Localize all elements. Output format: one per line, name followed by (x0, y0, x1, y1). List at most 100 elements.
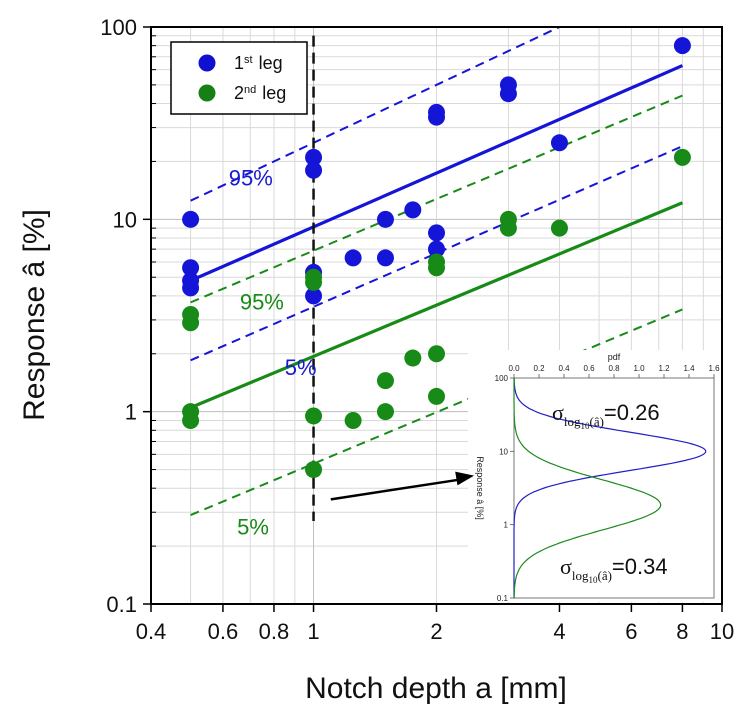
legend-entry-label: 1st leg (234, 53, 283, 73)
data-points (182, 37, 691, 479)
inset-x-tick-label: 1.4 (683, 364, 695, 373)
data-point (182, 259, 200, 277)
x-tick-label: 0.6 (208, 619, 239, 644)
y-tick-label: 100 (100, 15, 137, 40)
data-point (404, 201, 422, 219)
band-label: 5% (237, 514, 269, 539)
x-axis-label: Notch depth a [mm] (305, 672, 567, 705)
band-label: 95% (229, 165, 273, 190)
sigma-value: =0.34 (612, 554, 668, 579)
y-tick-label: 0.1 (106, 592, 137, 617)
legend-superscript: st (244, 54, 253, 66)
sigma-value: =0.26 (604, 400, 660, 425)
legend-box (170, 41, 308, 115)
inset-x-tick-label: 1.6 (708, 364, 720, 373)
data-point (499, 85, 517, 103)
x-tick-label: 8 (676, 619, 688, 644)
data-point (305, 148, 323, 166)
sigma-subscript: log (572, 568, 589, 583)
data-point (305, 161, 323, 179)
inset-x-tick-label: 0.6 (583, 364, 595, 373)
data-point (344, 249, 362, 267)
data-point (550, 134, 568, 152)
inset-x-tick-label: 1.2 (658, 364, 670, 373)
data-point (376, 249, 394, 267)
band-label: 5% (285, 355, 317, 380)
sigma-subscript: log (564, 414, 581, 429)
data-point (673, 37, 691, 55)
sigma-argument: (â) (589, 414, 603, 429)
sigma-argument: (â) (597, 568, 611, 583)
legend-superscript: nd (244, 84, 256, 96)
x-tick-label: 0.8 (259, 619, 290, 644)
upper-95-bound-line (190, 26, 560, 202)
y-tick-label: 1 (125, 400, 137, 425)
arrow-head (455, 471, 475, 486)
inset-y-tick-label: 0.1 (497, 594, 509, 603)
inset-x-tick-label: 0.4 (558, 364, 570, 373)
median-fit-line (189, 201, 684, 410)
arrow-shaft (330, 478, 461, 501)
inset-y-tick-label: 1 (504, 521, 509, 530)
data-point (404, 349, 422, 367)
data-point (305, 461, 323, 479)
data-point (182, 411, 200, 429)
data-point (673, 148, 691, 166)
data-point (428, 240, 445, 258)
inset-x-tick-label: 0.8 (608, 364, 620, 373)
inset-x-tick-label: 0.0 (508, 364, 520, 373)
pdf-inset: 0.0 0.2 0.4 0.6 0.8 1.0 1.2 1.4 1.6 0.1 1 10 100 pdf R… (468, 350, 721, 603)
inset-left-axis-label: Response â [%] (475, 456, 485, 520)
legend-marker (198, 84, 216, 102)
data-point (376, 372, 394, 390)
data-point (182, 210, 200, 228)
legend-entry-label: 2nd leg (234, 83, 286, 103)
sigma-subsubscript: 10 (580, 421, 590, 431)
sigma-symbol: σ (552, 400, 564, 425)
data-point (428, 224, 445, 242)
fit-lines (189, 26, 684, 516)
inset-top-axis-label: pdf (608, 352, 621, 362)
data-point (499, 219, 517, 237)
x-tick-label: 2 (430, 619, 442, 644)
data-point (344, 411, 362, 429)
inset-frame (513, 377, 715, 599)
legend-suffix: leg (257, 83, 286, 103)
data-point (305, 273, 323, 291)
data-point (428, 345, 445, 363)
legend-suffix: leg (254, 53, 283, 73)
band-label: 95% (240, 289, 284, 314)
annotations: 95% 5% 95% 5% (229, 165, 475, 539)
inset-y-tick-label: 100 (495, 374, 509, 383)
data-point (305, 407, 323, 425)
sigma-label: σlog10(â)=0.26 (552, 400, 660, 431)
sigma-symbol: σ (560, 554, 572, 579)
legend-number: 1 (234, 53, 244, 73)
data-point (376, 210, 394, 228)
data-point (428, 259, 445, 277)
axis-ticks: 0.4 0.6 0.8 1 2 4 6 8 10 0.1 1 10 100 (100, 15, 734, 644)
data-point (428, 108, 445, 126)
x-tick-label: 6 (625, 619, 637, 644)
inset-x-tick-label: 1.0 (633, 364, 645, 373)
x-tick-label: 0.4 (136, 619, 167, 644)
inset-pdf-curve (513, 377, 707, 598)
inset-pdf-curve (513, 378, 662, 599)
legend-marker (198, 54, 216, 72)
median-fit-line (189, 64, 684, 283)
inset-y-tick-label: 10 (499, 447, 508, 456)
x-tick-label: 1 (307, 619, 319, 644)
sigma-label: σlog10(â)=0.34 (560, 554, 668, 585)
data-point (550, 219, 568, 237)
data-point (305, 287, 323, 305)
y-axis-label: Response â [%] (18, 209, 51, 421)
data-point (428, 387, 445, 405)
x-tick-label: 4 (553, 619, 565, 644)
legend-number: 2 (234, 83, 244, 103)
data-point (182, 314, 200, 332)
data-point (182, 279, 200, 297)
sigma-subsubscript: 10 (588, 575, 598, 585)
y-tick-label: 10 (113, 207, 137, 232)
